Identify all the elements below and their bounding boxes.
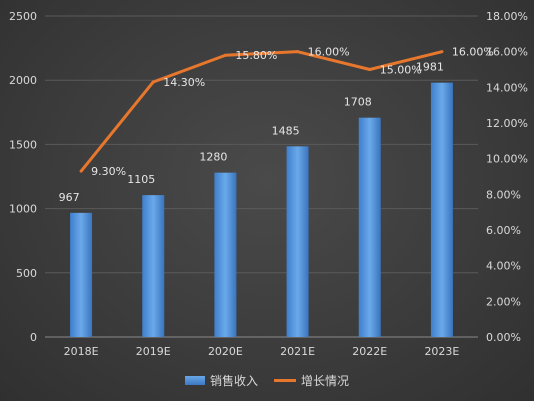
line-data-label: 14.30% xyxy=(163,76,205,89)
growth-point xyxy=(296,50,300,54)
legend: 销售收入 增长情况 xyxy=(0,372,534,389)
y-right-tick-label: 6.00% xyxy=(486,224,521,237)
bar xyxy=(142,195,165,337)
bar-data-label: 1280 xyxy=(199,151,227,164)
growth-point xyxy=(440,50,444,54)
line-data-label: 15.00% xyxy=(380,64,422,77)
y-right-tick-label: 10.00% xyxy=(486,153,528,166)
line-data-label: 16.00% xyxy=(308,46,350,59)
y-right-tick-label: 8.00% xyxy=(486,188,521,201)
legend-bar-swatch xyxy=(184,376,205,385)
bar-data-label: 1708 xyxy=(344,96,372,109)
bar xyxy=(70,212,93,337)
x-tick-label: 2023E xyxy=(424,345,459,358)
legend-item-bar: 销售收入 xyxy=(184,372,258,389)
y-right-tick-label: 16.00% xyxy=(486,46,528,59)
y-right-tick-label: 14.00% xyxy=(486,81,528,94)
y-left-tick-label: 2000 xyxy=(9,74,37,87)
bar xyxy=(358,117,381,337)
bar xyxy=(286,146,309,337)
y-left-tick-label: 1000 xyxy=(9,203,37,216)
growth-point xyxy=(368,68,372,71)
legend-item-line: 增长情况 xyxy=(274,372,349,389)
bar-data-label: 1981 xyxy=(416,61,444,74)
bar-data-label: 967 xyxy=(59,191,80,204)
y-right-tick-label: 4.00% xyxy=(486,260,521,273)
y-left-tick-label: 500 xyxy=(16,267,37,280)
y-left-tick-label: 1500 xyxy=(9,138,37,151)
bar xyxy=(430,82,453,337)
x-tick-label: 2018E xyxy=(64,345,99,358)
y-left-tick-label: 0 xyxy=(30,331,37,344)
bar xyxy=(214,172,237,337)
growth-line xyxy=(79,50,443,173)
x-tick-label: 2022E xyxy=(352,345,387,358)
y-right-tick-label: 2.00% xyxy=(486,295,521,308)
growth-point xyxy=(79,169,83,173)
growth-point xyxy=(151,80,155,84)
line-data-label: 15.80% xyxy=(235,49,277,62)
legend-line-swatch xyxy=(274,379,296,382)
y-right-tick-label: 18.00% xyxy=(486,10,528,23)
line-data-label: 9.30% xyxy=(91,165,126,178)
x-tick-label: 2021E xyxy=(280,345,315,358)
y-right-tick-label: 12.00% xyxy=(486,117,528,130)
line-data-label: 16.00% xyxy=(452,46,494,59)
y-left-tick-label: 2500 xyxy=(9,10,37,23)
bar-data-label: 1485 xyxy=(272,124,300,137)
x-tick-label: 2020E xyxy=(208,345,243,358)
legend-line-label: 增长情况 xyxy=(301,374,350,388)
growth-point xyxy=(223,53,227,57)
legend-bar-label: 销售收入 xyxy=(209,374,258,388)
x-tick-label: 2019E xyxy=(136,345,171,358)
bar-data-label: 1105 xyxy=(127,173,155,186)
y-right-tick-label: 0.00% xyxy=(486,331,521,344)
